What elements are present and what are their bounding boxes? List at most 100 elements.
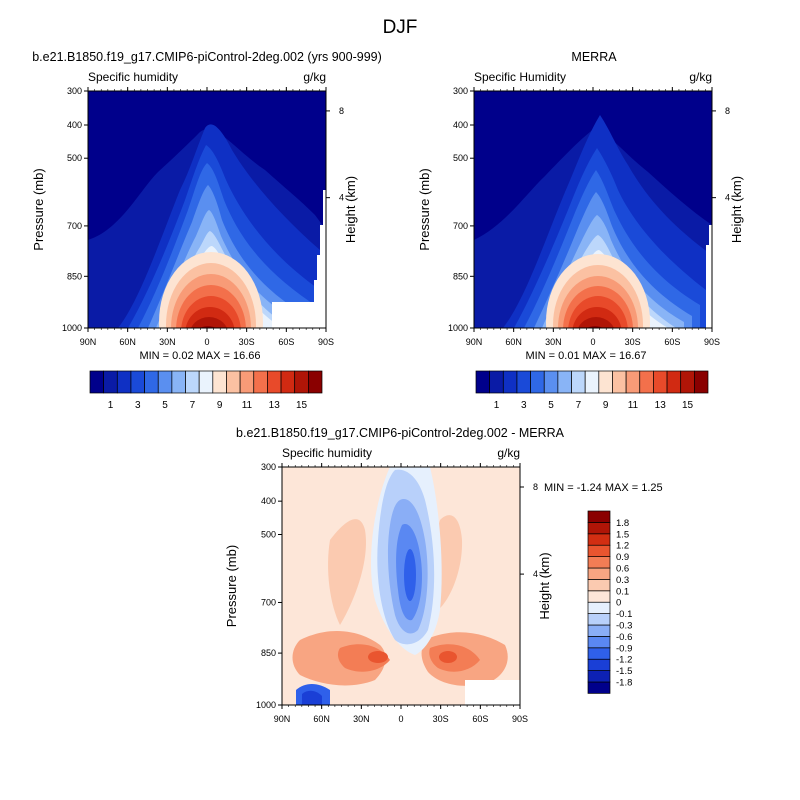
x-tick-label: 0 bbox=[398, 714, 403, 724]
y-tick-label: 300 bbox=[453, 86, 468, 96]
colorbar-box bbox=[680, 370, 695, 394]
colorbar-label: 1 bbox=[494, 400, 500, 411]
colorbar-box bbox=[89, 370, 104, 394]
colorbar-label: 0.6 bbox=[616, 564, 629, 575]
colorbar-box bbox=[103, 370, 118, 394]
missing-data-mask bbox=[465, 680, 520, 705]
colorbar-box bbox=[308, 370, 323, 394]
y-tick-label: 1000 bbox=[62, 323, 82, 333]
colorbar-box bbox=[267, 370, 282, 394]
colorbar-label: 1.2 bbox=[616, 541, 629, 552]
colorbar-label: 0.3 bbox=[616, 575, 629, 586]
colorbar-box bbox=[587, 670, 611, 683]
x-tick-label: 30S bbox=[625, 337, 641, 347]
panel-merra: MERRA Specific Humidity g/kg 90N 60N 30N 0 3… bbox=[417, 50, 744, 411]
y-tick-label: 700 bbox=[261, 597, 276, 607]
right-tick-label: 4 bbox=[725, 193, 730, 203]
colorbar-box bbox=[543, 370, 559, 394]
colorbar-label: 0.1 bbox=[616, 586, 629, 597]
colorbar-label: 0 bbox=[616, 598, 621, 609]
right-axis-label: Height (km) bbox=[343, 176, 358, 243]
panel-model: b.e21.B1850.f19_g17.CMIP6-piControl-2deg… bbox=[31, 50, 382, 411]
colorbar-label: 0.9 bbox=[616, 552, 629, 563]
x-tick-label: 60N bbox=[313, 714, 330, 724]
panel-difference-units: g/kg bbox=[497, 446, 520, 460]
x-tick-label: 30S bbox=[433, 714, 449, 724]
x-tick-label: 0 bbox=[590, 337, 595, 347]
panel-difference-variable-label: Specific humidity bbox=[282, 446, 372, 460]
x-tick-label: 90N bbox=[274, 714, 291, 724]
colorbar-label: 11 bbox=[242, 400, 253, 411]
colorbar-box bbox=[253, 370, 268, 394]
panel-difference-stats: MIN = -1.24 MAX = 1.25 bbox=[544, 482, 663, 494]
panel-model-stats: MIN = 0.02 MAX = 16.66 bbox=[139, 350, 260, 362]
contour-fill-positive-1-2 bbox=[439, 651, 457, 663]
y-tick-label: 500 bbox=[453, 153, 468, 163]
colorbar-box bbox=[694, 370, 709, 394]
colorbar-label: 9 bbox=[217, 400, 223, 411]
right-tick-label: 4 bbox=[533, 569, 538, 579]
colorbar-box bbox=[212, 370, 227, 394]
panel-difference-contours bbox=[282, 467, 520, 705]
colorbar-label: 15 bbox=[682, 400, 694, 411]
y-tick-label: 1000 bbox=[256, 700, 276, 710]
colorbar-box bbox=[294, 370, 309, 394]
colorbar-box bbox=[625, 370, 641, 394]
colorbar-box bbox=[587, 510, 611, 523]
x-tick-label: 90N bbox=[80, 337, 97, 347]
colorbar-box bbox=[587, 681, 611, 694]
missing-data-mask bbox=[706, 91, 712, 328]
panel-difference-title: b.e21.B1850.f19_g17.CMIP6-piControl-2deg… bbox=[236, 426, 565, 440]
colorbar-box bbox=[489, 370, 504, 394]
contour-fill-negative-surface-core bbox=[302, 690, 322, 705]
colorbar-box bbox=[666, 370, 682, 394]
colorbar-box bbox=[280, 370, 296, 394]
y-axis-label: Pressure (mb) bbox=[31, 168, 46, 250]
x-tick-label: 60S bbox=[472, 714, 488, 724]
colorbar-box bbox=[612, 370, 627, 394]
colorbar-label: 3 bbox=[521, 400, 527, 411]
colorbar-label: -0.9 bbox=[616, 643, 632, 654]
panel-merra-units: g/kg bbox=[689, 70, 712, 84]
colorbar-box bbox=[587, 601, 611, 614]
x-tick-label: 30N bbox=[545, 337, 562, 347]
contour-fill-positive-1-2 bbox=[368, 651, 388, 663]
colorbar-box bbox=[587, 590, 611, 603]
y-tick-label: 850 bbox=[453, 271, 468, 281]
colorbar-box bbox=[587, 544, 611, 557]
colorbar-box bbox=[171, 370, 186, 394]
x-tick-label: 30N bbox=[353, 714, 370, 724]
colorbar-box bbox=[587, 556, 611, 569]
x-tick-label: 90S bbox=[512, 714, 528, 724]
colorbar-box bbox=[198, 370, 214, 394]
colorbar-box bbox=[587, 522, 611, 535]
x-tick-label: 30S bbox=[239, 337, 255, 347]
y-tick-label: 300 bbox=[261, 462, 276, 472]
right-tick-label: 8 bbox=[533, 482, 538, 492]
y-tick-label: 500 bbox=[261, 529, 276, 539]
right-tick-label: 4 bbox=[339, 193, 344, 203]
colorbar-box bbox=[587, 613, 611, 626]
y-tick-label: 500 bbox=[67, 153, 82, 163]
y-tick-label: 1000 bbox=[448, 323, 468, 333]
y-tick-label: 700 bbox=[453, 221, 468, 231]
panel-merra-contours bbox=[474, 91, 712, 328]
figure-title: DJF bbox=[383, 17, 418, 38]
colorbar-label: 13 bbox=[655, 400, 667, 411]
colorbar-box bbox=[239, 370, 255, 394]
colorbar-box bbox=[157, 370, 173, 394]
colorbar-label: 13 bbox=[269, 400, 281, 411]
colorbar-label: 9 bbox=[603, 400, 609, 411]
colorbar-label: -1.8 bbox=[616, 678, 632, 689]
colorbar-label: 1.5 bbox=[616, 529, 629, 540]
y-tick-label: 400 bbox=[261, 496, 276, 506]
colorbar-label: 1.8 bbox=[616, 518, 629, 529]
colorbar-label: 3 bbox=[135, 400, 141, 411]
panel-model-units: g/kg bbox=[303, 70, 326, 84]
y-tick-label: 850 bbox=[67, 271, 82, 281]
colorbar-label: -0.6 bbox=[616, 632, 632, 643]
colorbar-label: -1.2 bbox=[616, 655, 632, 666]
colorbar-label: 7 bbox=[190, 400, 196, 411]
panel-merra-variable-label: Specific Humidity bbox=[474, 70, 566, 84]
colorbar-box bbox=[530, 370, 545, 394]
